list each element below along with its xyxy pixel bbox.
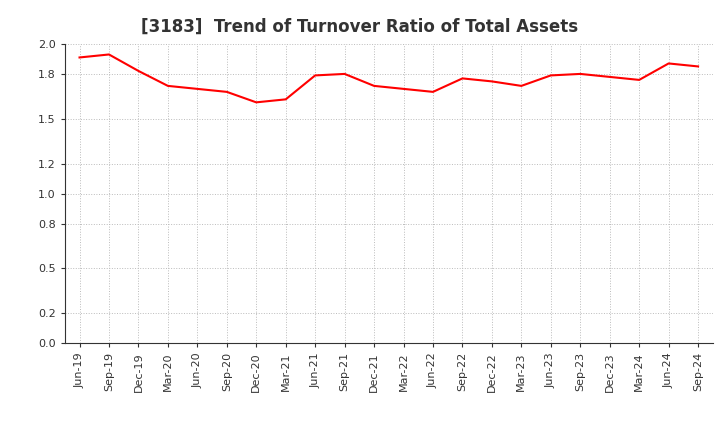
Text: [3183]  Trend of Turnover Ratio of Total Assets: [3183] Trend of Turnover Ratio of Total … <box>141 18 579 36</box>
